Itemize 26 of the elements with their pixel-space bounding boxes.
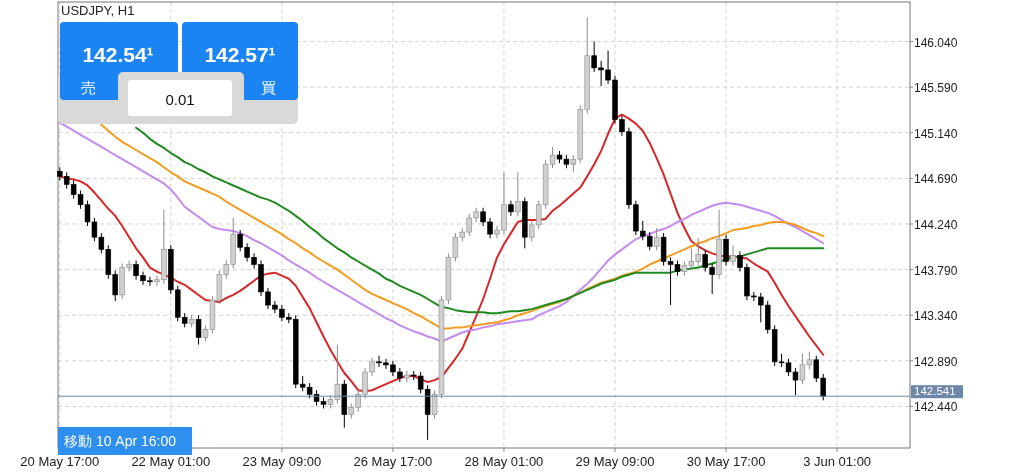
y-tick-label: 146.040 — [914, 35, 958, 50]
annotation: 移動 10 Apr 16:00 — [64, 433, 177, 449]
x-tick-label: 3 Jun 01:00 — [803, 454, 872, 469]
y-tick-label: 142.890 — [914, 354, 958, 369]
y-tick-label: 144.690 — [914, 172, 958, 187]
y-tick-label: 142.440 — [914, 400, 958, 415]
line-series — [58, 113, 825, 393]
x-tick-label: 23 May 09:00 — [242, 454, 322, 469]
y-tick-label: 143.340 — [914, 309, 958, 324]
x-tick-label: 30 May 17:00 — [686, 454, 766, 469]
annotation: 0.01 — [165, 91, 195, 108]
x-tick-label: 26 May 17:00 — [353, 454, 433, 469]
x-tick-label: 20 May 17:00 — [20, 454, 100, 469]
y-tick-label: 144.240 — [914, 217, 958, 232]
ref-line-label: 142.541 — [914, 385, 956, 398]
y-tick-label: 145.140 — [914, 126, 958, 141]
x-tick-label: 28 May 01:00 — [464, 454, 544, 469]
annotation: 142.57¹ — [204, 43, 276, 66]
chart-title: USDJPY, H1 — [61, 3, 135, 18]
x-tick-label: 22 May 01:00 — [131, 454, 211, 469]
annotation: 買 — [260, 79, 276, 96]
x-tick-label: 29 May 09:00 — [575, 454, 655, 469]
y-tick-label: 145.590 — [914, 81, 958, 96]
annotation: 142.54¹ — [82, 43, 154, 66]
annotation: 売 — [80, 79, 96, 96]
y-tick-label: 143.790 — [914, 263, 958, 278]
